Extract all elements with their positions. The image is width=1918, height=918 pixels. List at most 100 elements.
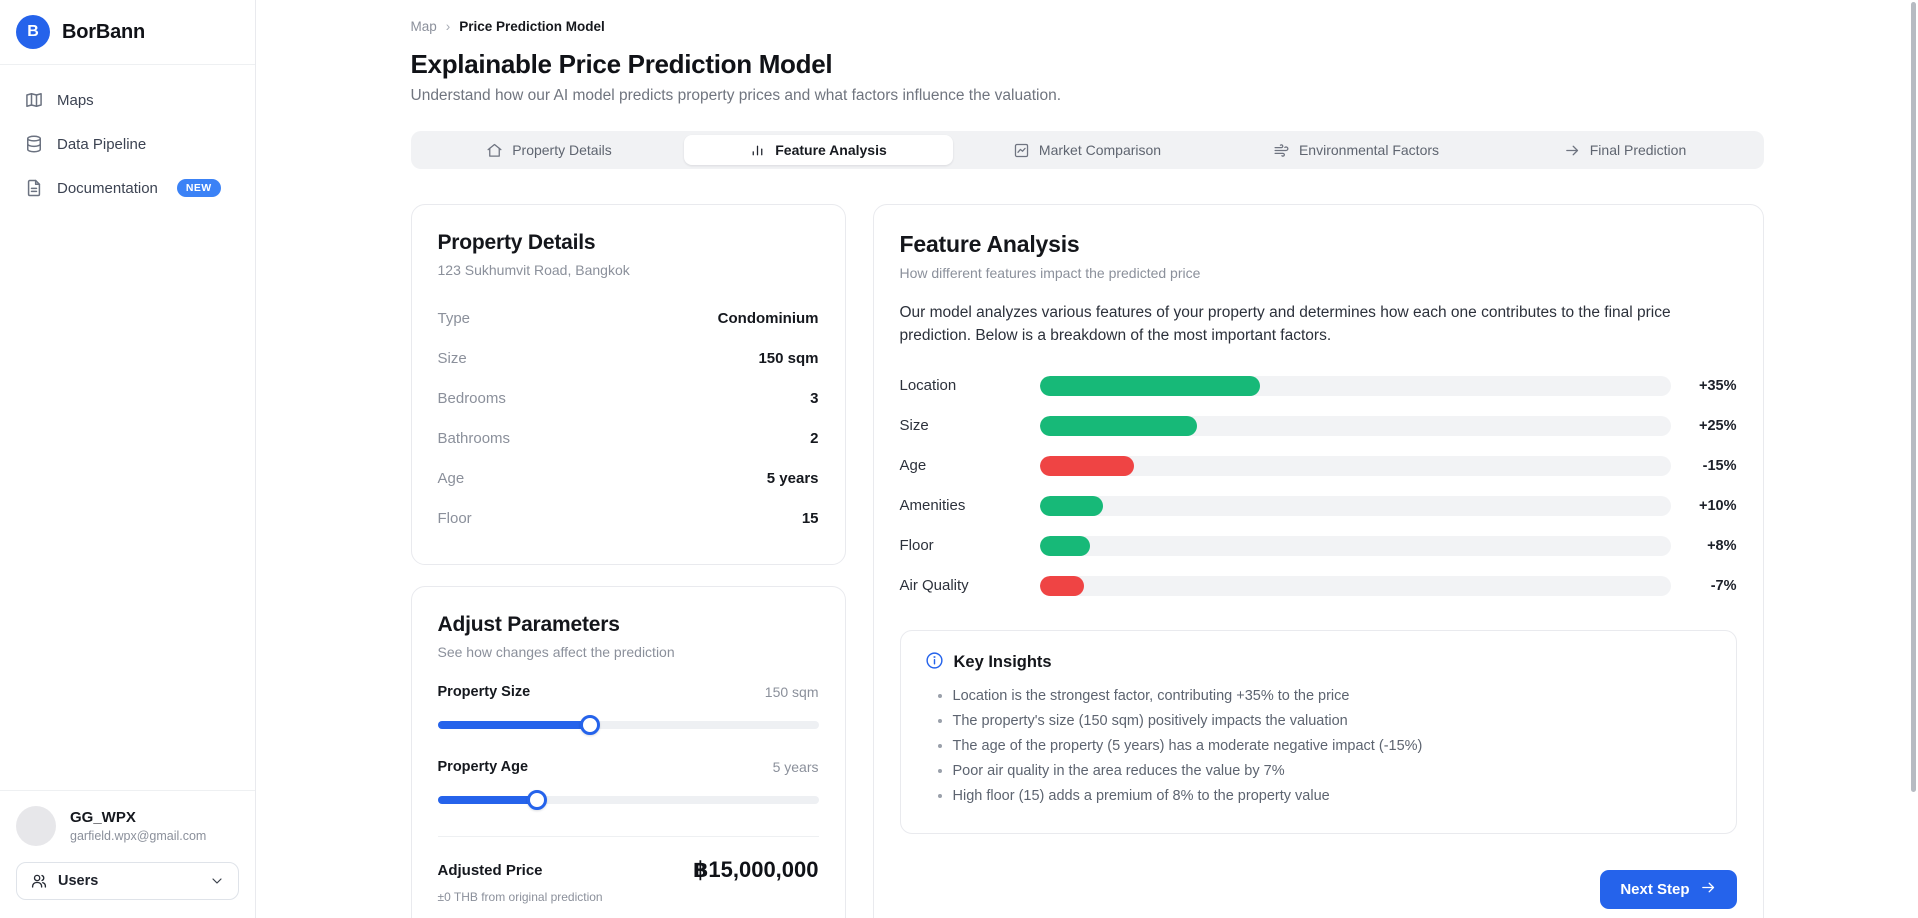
slider-thumb[interactable] [579,715,600,735]
slider-value: 150 sqm [764,684,819,700]
feature-impact-chart: Location +35% Size +25% [900,366,1737,606]
slider-label: Property Size [437,684,531,700]
role-selector-dropdown[interactable]: Users [16,862,239,900]
sidebar-item-label: Maps [57,91,94,109]
vertical-scrollbar[interactable] [1911,2,1916,792]
feature-bar-track [1039,455,1671,476]
bar-chart-icon [749,142,766,159]
feature-bar-fill [1039,495,1103,516]
page-subtitle: Understand how our AI model predicts pro… [410,87,1062,104]
key-insights-box: Key Insights Location is the strongest f… [899,629,1737,834]
next-step-button[interactable]: Next Step [1600,869,1737,909]
brand-name: BorBann [62,20,146,43]
tab-label: Feature Analysis [775,142,887,158]
document-icon [24,178,44,198]
next-step-label: Next Step [1620,880,1690,898]
detail-row-floor: Floor 15 [437,509,819,527]
slider-thumb[interactable] [526,790,547,810]
property-age-slider[interactable] [437,790,819,810]
divider [437,836,819,837]
tab-final-prediction[interactable]: Final Prediction [1491,135,1760,165]
role-selector-label: Users [58,873,99,889]
sidebar-item-data-pipeline[interactable]: Data Pipeline [12,125,243,163]
brand-logo: B [16,15,50,49]
sidebar-nav: Maps Data Pipeline Documentation NEW [0,65,255,223]
slider-track[interactable] [437,796,819,804]
tab-property-details[interactable]: Property Details [415,135,684,165]
key-insights-title: Key Insights [953,653,1052,671]
feature-bar-fill [1039,375,1261,396]
sidebar-item-label: Documentation [57,179,158,197]
users-icon [30,872,48,890]
key-insights-list: Location is the strongest factor, contri… [925,688,1712,804]
info-icon [925,651,944,675]
feature-bar-fill [1039,455,1135,476]
tab-environmental-factors[interactable]: Environmental Factors [1222,135,1491,165]
avatar [16,806,56,846]
feature-analysis-title: Feature Analysis [899,231,1080,257]
detail-row-bathrooms: Bathrooms 2 [437,429,819,447]
property-size-control: Property Size 150 sqm [437,684,819,735]
new-badge: NEW [176,179,221,197]
brand: B BorBann [0,0,255,65]
feature-impact-value: +8% [1707,537,1737,554]
feature-analysis-subtitle: How different features impact the predic… [899,265,1201,281]
feature-row-floor: Floor +8% [899,535,1737,556]
adjust-parameters-subtitle: See how changes affect the prediction [437,644,675,660]
step-tabbar: Property Details Feature Analysis Market… [410,131,1764,169]
arrow-right-icon [1700,879,1717,900]
breadcrumb-parent[interactable]: Map [410,19,437,34]
feature-row-air-quality: Air Quality -7% [899,575,1737,596]
feature-bar-track [1039,575,1671,596]
property-size-slider[interactable] [437,715,819,735]
slider-fill [437,796,537,804]
feature-impact-value: +35% [1699,377,1737,394]
user-profile: GG_WPX garfield.wpx@gmail.com [16,806,239,846]
feature-bar-track [1039,375,1671,396]
slider-track[interactable] [437,721,819,729]
tab-market-comparison[interactable]: Market Comparison [953,135,1222,165]
tab-label: Property Details [512,142,612,158]
property-details-title: Property Details [437,231,596,254]
feature-bar-fill [1039,575,1084,596]
detail-row-size: Size 150 sqm [437,349,819,367]
map-icon [24,90,44,110]
tab-label: Market Comparison [1038,142,1162,158]
adjusted-price-note: ±0 THB from original prediction [437,890,603,904]
feature-impact-value: -15% [1702,457,1737,474]
wind-icon [1273,142,1290,159]
adjust-parameters-title: Adjust Parameters [437,613,620,636]
sidebar-item-label: Data Pipeline [57,135,147,153]
detail-row-age: Age 5 years [437,469,819,487]
page-title: Explainable Price Prediction Model [410,49,833,79]
feature-analysis-card: Feature Analysis How different features … [872,204,1764,918]
insight-item: High floor (15) adds a premium of 8% to … [953,788,1712,804]
adjusted-price-label: Adjusted Price [437,861,543,879]
feature-bar-fill [1039,535,1090,556]
line-chart-icon [1013,142,1030,159]
sidebar-item-maps[interactable]: Maps [12,81,243,119]
detail-row-type: Type Condominium [437,309,819,327]
tab-feature-analysis[interactable]: Feature Analysis [683,135,953,165]
feature-bar-track [1039,415,1671,436]
home-icon [486,142,503,159]
adjusted-price-value: ฿15,000,000 [693,857,819,882]
breadcrumb-current: Price Prediction Model [459,19,605,34]
property-address: 123 Sukhumvit Road, Bangkok [437,262,630,278]
chevron-down-icon [209,873,225,889]
property-details-card: Property Details 123 Sukhumvit Road, Ban… [410,204,846,565]
tab-label: Environmental Factors [1298,142,1440,158]
slider-fill [437,721,590,729]
insight-item: The age of the property (5 years) has a … [953,738,1712,754]
sidebar-item-documentation[interactable]: Documentation NEW [12,169,243,207]
feature-impact-value: +25% [1699,417,1737,434]
adjust-parameters-card: Adjust Parameters See how changes affect… [410,586,846,918]
breadcrumb-separator-icon: › [445,19,451,34]
feature-row-age: Age -15% [899,455,1737,476]
insight-item: Poor air quality in the area reduces the… [953,763,1712,779]
detail-row-bedrooms: Bedrooms 3 [437,389,819,407]
arrow-right-icon [1564,142,1581,159]
feature-bar-track [1039,535,1671,556]
feature-analysis-description: Our model analyzes various features of y… [899,304,1671,345]
slider-label: Property Age [437,759,529,775]
